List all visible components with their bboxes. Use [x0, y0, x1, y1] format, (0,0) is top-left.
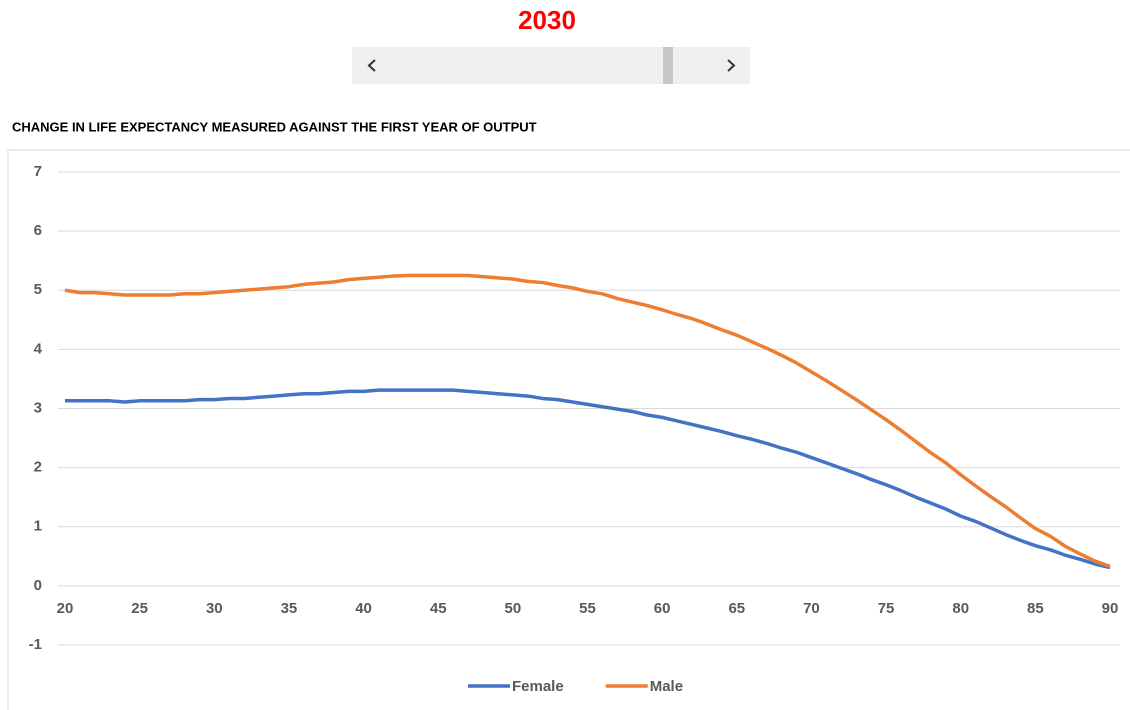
series-line — [64, 273, 1111, 569]
x-tick-label: 75 — [878, 600, 895, 617]
slider-track[interactable] — [352, 47, 750, 84]
y-tick-label: -1 — [29, 636, 42, 653]
slider-year: 2030 — [518, 5, 576, 35]
x-tick-label: 40 — [355, 600, 372, 617]
y-tick-label: 4 — [34, 340, 43, 357]
x-tick-label: 25 — [131, 600, 148, 617]
legend-label: Male — [650, 678, 683, 695]
y-tick-label: 5 — [34, 281, 42, 298]
slider-left-arrow[interactable] — [367, 59, 376, 72]
y-tick-label: 7 — [34, 163, 42, 180]
y-tick-label: 1 — [34, 518, 42, 535]
x-tick-label: 65 — [728, 600, 745, 617]
x-tick-label: 35 — [281, 600, 298, 617]
chart-frame — [7, 149, 1130, 710]
slider-right-arrow[interactable] — [727, 59, 736, 72]
slider-thumb[interactable] — [663, 47, 673, 84]
y-tick-label: 0 — [34, 577, 42, 594]
y-tick-label: 3 — [34, 399, 42, 416]
x-tick-label: 70 — [803, 600, 820, 617]
y-tick-label: 6 — [34, 222, 42, 239]
x-tick-label: 55 — [579, 600, 596, 617]
y-tick-label: 2 — [34, 459, 42, 476]
series-line — [65, 388, 1111, 570]
x-tick-label: 45 — [430, 600, 447, 617]
legend-label: Female — [512, 678, 564, 695]
x-tick-label: 85 — [1027, 600, 1044, 617]
x-tick-label: 90 — [1102, 600, 1119, 617]
chart-title: CHANGE IN LIFE EXPECTANCY MEASURED AGAIN… — [12, 119, 537, 134]
x-tick-label: 80 — [952, 600, 969, 617]
x-tick-label: 20 — [57, 600, 74, 617]
x-tick-label: 50 — [505, 600, 522, 617]
x-tick-label: 60 — [654, 600, 671, 617]
x-tick-label: 30 — [206, 600, 223, 617]
